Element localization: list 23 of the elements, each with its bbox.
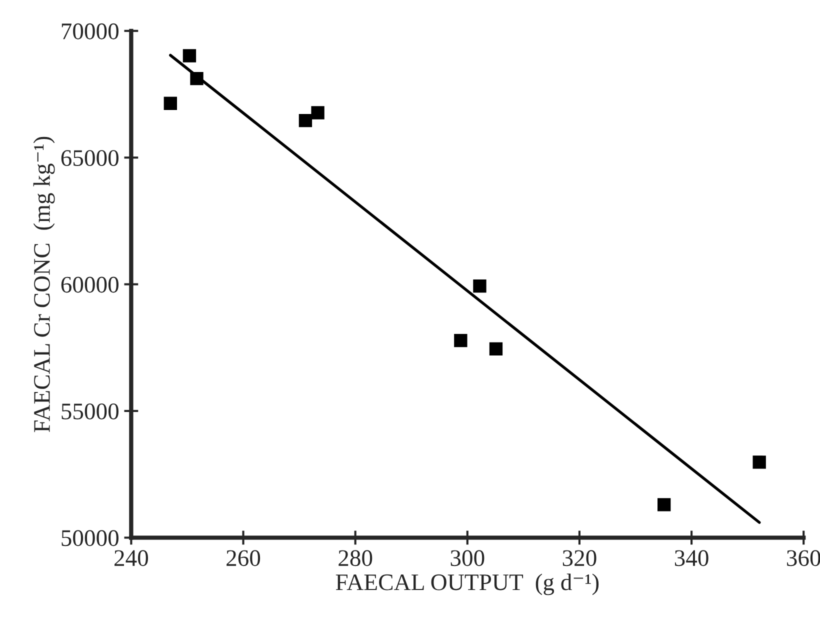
y-tick-label: 55000 [62,403,118,420]
x-tick-label: 240 [114,550,148,566]
point [164,96,178,110]
x-tick-label: 340 [674,550,708,566]
x-tick-label: 300 [450,550,484,566]
y-tick-label: 70000 [62,23,118,40]
point [657,498,671,512]
x-tick-label: 280 [338,550,372,566]
x-tick-label: 320 [562,550,596,566]
x-axis-title: FAECAL OUTPUT (g d⁻¹) [336,574,599,596]
y-axis-title: FAECAL Cr CONC (mg kg⁻¹) [33,136,55,432]
point [311,106,324,120]
point [752,456,766,469]
point [182,49,196,62]
y-tick-label: 50000 [62,530,118,546]
y-tick-label: 65000 [61,150,118,166]
point [298,114,312,128]
x-tick-label: 360 [787,550,820,566]
point [473,279,486,293]
point [489,342,503,356]
x-tick-label: 260 [226,550,260,566]
point [454,334,468,348]
y-tick-label: 60000 [61,276,118,293]
